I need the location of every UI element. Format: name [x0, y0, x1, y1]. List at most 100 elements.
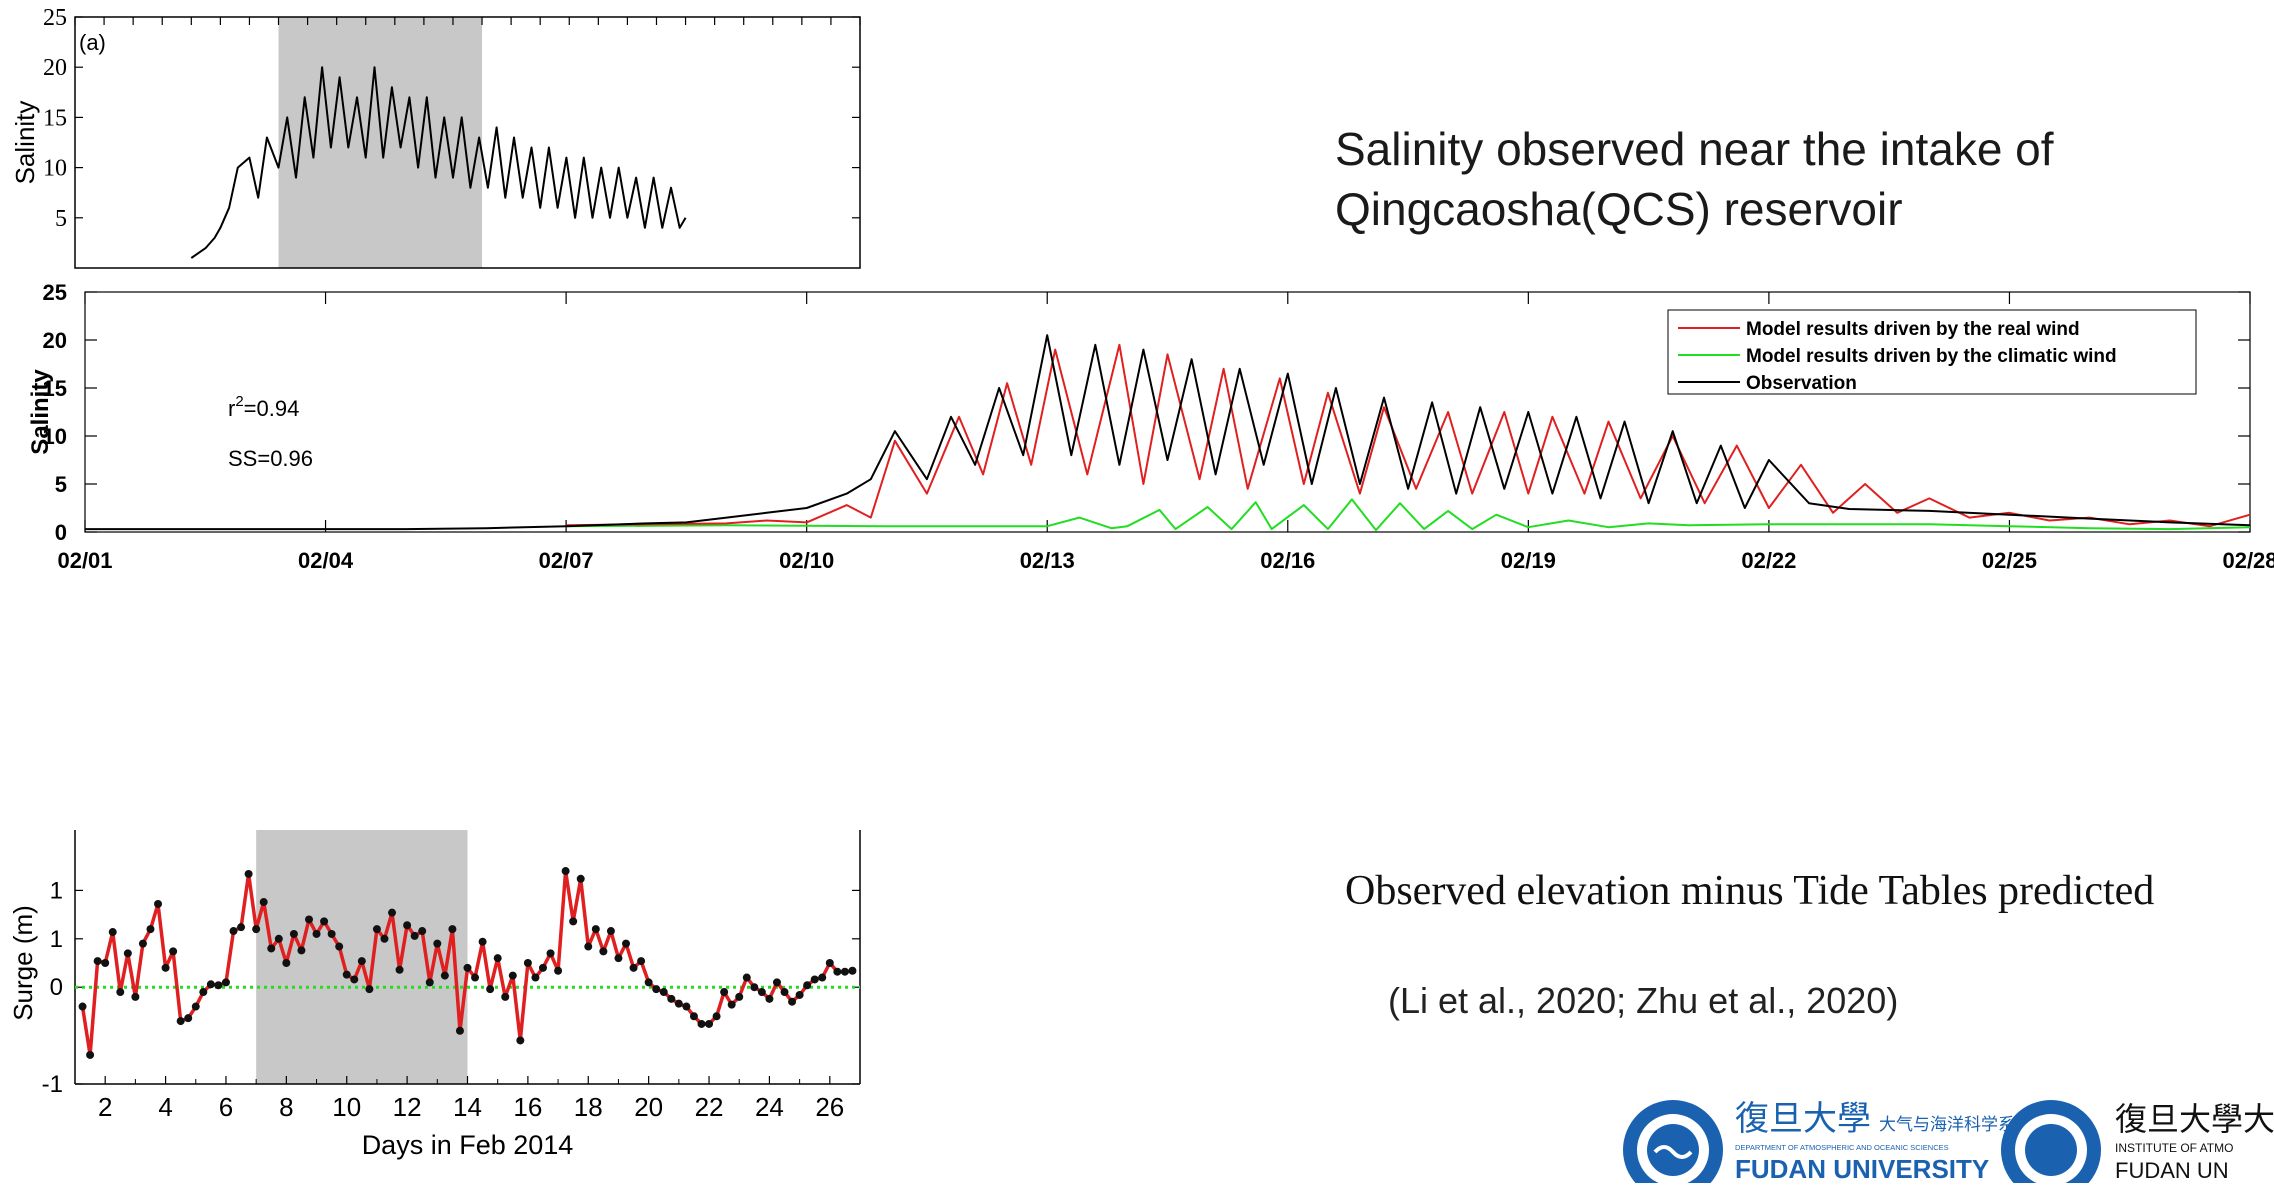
- surge-point: [342, 970, 351, 979]
- logo-left-cn-dept: 大气与海洋科学系: [1879, 1115, 2015, 1134]
- observed-salinity-panel: 5 10 15 20 25 (a) Salinity: [0, 0, 880, 270]
- surge-point: [750, 983, 759, 992]
- surge-point: [523, 959, 532, 967]
- surge-point: [614, 954, 623, 963]
- surge-point: [455, 1026, 464, 1035]
- y-tick-label: 1: [50, 926, 63, 953]
- legend-label: Model results driven by the climatic win…: [1746, 346, 2117, 367]
- logo-left-en2: FUDAN UNIVERSITY: [1735, 1154, 1989, 1183]
- surge-point: [705, 1019, 714, 1028]
- x-tick-label: 02/25: [1982, 548, 2037, 573]
- surge-point: [833, 967, 842, 976]
- legend-label: Model results driven by the real wind: [1746, 319, 2080, 340]
- shaded-period: [256, 830, 468, 1084]
- surge-point: [282, 959, 291, 967]
- surge-point: [131, 992, 140, 1001]
- surge-point: [591, 925, 600, 934]
- surge-point: [644, 978, 653, 987]
- logo-right-en1: INSTITUTE OF ATMO: [2115, 1141, 2233, 1155]
- surge-point: [229, 927, 238, 936]
- observed-salinity-line: [190, 66, 687, 259]
- surge-point: [471, 973, 480, 982]
- surge-point: [727, 1000, 736, 1009]
- shaded-period: [278, 17, 483, 268]
- surge-point: [667, 994, 676, 1003]
- surge-point: [274, 934, 283, 943]
- fudan-logos: 復旦大學 大气与海洋科学系 DEPARTMENT OF ATMOSPHERIC …: [1615, 1090, 2274, 1183]
- surge-point: [161, 963, 170, 972]
- surge-point: [689, 1012, 698, 1021]
- logo-right-en2: FUDAN UN: [2115, 1158, 2229, 1183]
- surge-point: [380, 934, 389, 943]
- y-tick-label: 15: [43, 105, 67, 131]
- surge-point: [772, 978, 781, 987]
- surge-point: [191, 1002, 200, 1011]
- surge-point: [584, 942, 593, 951]
- y-tick-label: 20: [43, 328, 67, 353]
- surge-point: [825, 959, 834, 967]
- surge-point: [312, 929, 321, 938]
- y-axis-label: Salinity: [10, 101, 40, 185]
- x-tick-label: 02/13: [1020, 548, 1075, 573]
- surge-point: [357, 957, 366, 966]
- surge-point: [244, 869, 253, 878]
- surge-point: [78, 1002, 87, 1011]
- surge-point: [425, 978, 434, 987]
- plot-frame: [74, 16, 861, 269]
- surge-point: [501, 992, 510, 1001]
- surge-point: [554, 966, 563, 975]
- surge-point: [206, 980, 215, 989]
- surge-point: [795, 990, 804, 999]
- surge-point: [123, 949, 132, 958]
- surge-point: [493, 954, 502, 963]
- skill-score-annotation: SS=0.96: [228, 446, 313, 471]
- surge-point: [652, 985, 661, 994]
- x-tick-label: 8: [279, 1092, 293, 1122]
- panel-label: (a): [79, 30, 106, 55]
- x-tick-label: 24: [755, 1092, 784, 1122]
- series-line-1: [566, 498, 2251, 532]
- surge-point: [788, 997, 797, 1006]
- surge-point: [659, 988, 668, 997]
- surge-point: [606, 927, 615, 936]
- surge-panel: -1 0 1 1 2 4 6 8 10 12 14 16 18 20 22 24 26 Days in Feb 2…: [0, 830, 890, 1183]
- legend-label: Observation: [1746, 373, 1857, 394]
- surge-point: [433, 939, 442, 948]
- x-tick-label: 2: [98, 1092, 112, 1122]
- surge-point: [840, 967, 849, 976]
- logo-graphics: 復旦大學 大气与海洋科学系 DEPARTMENT OF ATMOSPHERIC …: [1623, 1100, 2274, 1183]
- legend-box: [1667, 309, 2197, 395]
- observed-salinity-chart: 5 10 15 20 25 (a) Salinity: [10, 5, 861, 269]
- x-tick-label: 02/22: [1741, 548, 1796, 573]
- x-tick-label: 02/28: [2222, 548, 2274, 573]
- surge-point: [463, 963, 472, 972]
- surge-point: [221, 978, 230, 987]
- surge-point: [237, 923, 246, 932]
- surge-point: [440, 971, 449, 980]
- x-tick-label: 02/16: [1260, 548, 1315, 573]
- x-tick-label: 18: [574, 1092, 603, 1122]
- surge-point: [712, 1012, 721, 1021]
- y-tick-label: 15: [43, 376, 67, 401]
- y-tick-label: 20: [43, 55, 67, 81]
- surge-point: [531, 973, 540, 982]
- y-tick-label: 5: [55, 472, 67, 497]
- x-tick-label: 02/07: [539, 548, 594, 573]
- surge-point: [720, 988, 729, 997]
- x-tick-label: 6: [219, 1092, 233, 1122]
- surge-point: [184, 1014, 193, 1023]
- surge-point: [304, 915, 313, 924]
- surge-point: [320, 917, 329, 926]
- surge-point: [267, 944, 276, 953]
- surge-point: [350, 975, 359, 984]
- surge-point: [146, 925, 155, 934]
- surge-point: [622, 939, 631, 948]
- surge-point: [388, 908, 397, 917]
- y-tick-label: 25: [43, 280, 67, 305]
- logo-left-cn: 復旦大學: [1735, 1100, 1871, 1138]
- surge-point: [372, 925, 381, 934]
- surge-point: [176, 1017, 185, 1026]
- surge-point: [365, 985, 374, 994]
- surge-point: [697, 1019, 706, 1028]
